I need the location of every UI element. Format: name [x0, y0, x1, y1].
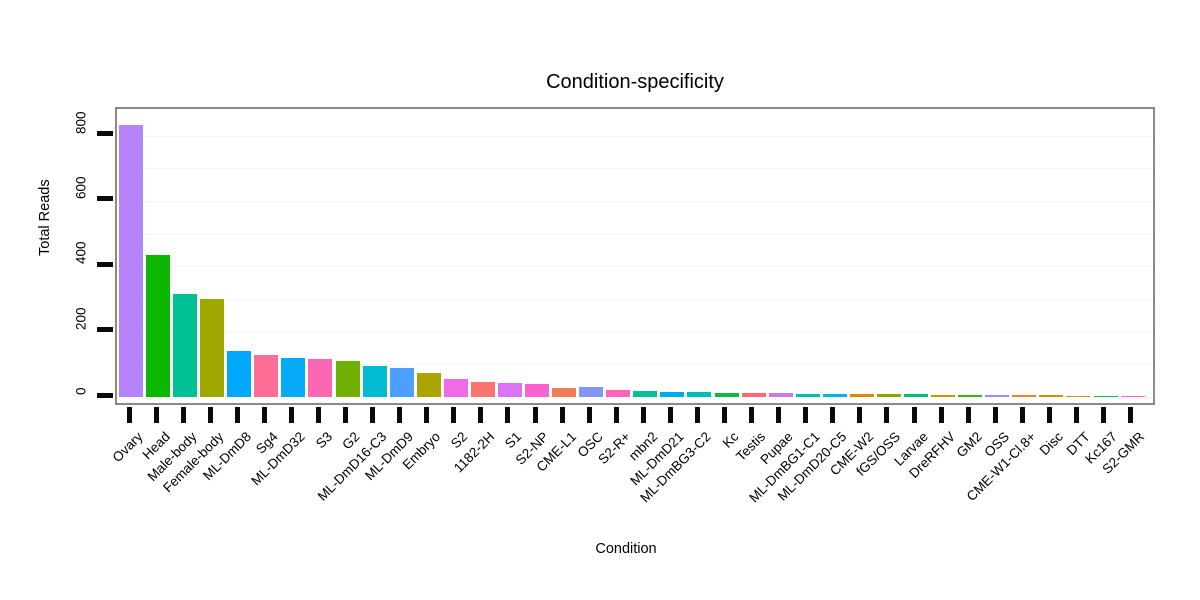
x-axis-tick [857, 407, 863, 423]
x-axis-tick [640, 407, 646, 423]
y-axis-tick [97, 392, 113, 398]
bar-larvae [904, 394, 929, 397]
x-axis-tick [370, 407, 376, 423]
x-tick-label: GM2 [953, 429, 985, 461]
bar-head [146, 254, 171, 397]
bar-oss [985, 395, 1010, 397]
x-axis-tick [234, 407, 240, 423]
x-axis-tick [424, 407, 430, 423]
y-axis-tick [97, 196, 113, 202]
x-axis-tick [478, 407, 484, 423]
x-axis-tick [803, 407, 809, 423]
x-axis-tick [938, 407, 944, 423]
bar-fgs-oss [876, 394, 901, 397]
gridline [117, 364, 1153, 366]
x-axis-tick [884, 407, 890, 423]
plot-panel [115, 107, 1155, 405]
bar-cme-w2 [849, 394, 874, 397]
x-axis-tick [992, 407, 998, 423]
x-axis-tick [1101, 407, 1107, 423]
x-axis-tick [451, 407, 457, 423]
bar-ovary [119, 124, 143, 397]
x-axis-tick [776, 407, 782, 423]
x-axis-tick [532, 407, 538, 423]
x-axis-tick [315, 407, 321, 423]
x-axis-tick [153, 407, 159, 423]
x-axis-tick [261, 407, 267, 423]
bar-drerfhv [931, 395, 956, 397]
bar-ml-dmbg1-c1 [795, 393, 820, 397]
x-axis-tick [397, 407, 403, 423]
bar-mbn2 [633, 391, 658, 397]
bar-sg4 [254, 354, 279, 397]
gridline [117, 200, 1153, 202]
bar-male-body [173, 294, 198, 397]
bar-s3 [308, 359, 333, 397]
bar-ml-dmbg3-c2 [687, 391, 712, 397]
bar-kc167 [1093, 395, 1118, 397]
x-tick-label: Ovary [109, 429, 146, 466]
bar-dtt [1066, 395, 1091, 397]
x-axis-tick [207, 407, 213, 423]
gridline [117, 135, 1153, 137]
x-axis-tick [830, 407, 836, 423]
bar-s2-r- [606, 390, 631, 397]
bar-s2-gmr [1120, 396, 1145, 397]
x-axis-tick [586, 407, 592, 423]
bar-1182-2h [470, 381, 495, 397]
bar-osc [579, 386, 604, 397]
x-tick-label: S3 [312, 429, 336, 452]
bar-ml-dmd32 [281, 357, 306, 397]
gridline [117, 266, 1153, 268]
x-axis-tick [1073, 407, 1079, 423]
gridline [117, 168, 1153, 170]
bar-s2 [443, 379, 468, 397]
bar-s2-np [525, 384, 550, 397]
bar-testis [741, 393, 766, 397]
y-axis-tick [97, 327, 113, 333]
x-axis-tick [180, 407, 186, 423]
bar-ml-dmd20-c5 [822, 394, 847, 397]
y-axis-tick [97, 261, 113, 267]
x-axis-tick [288, 407, 294, 423]
x-tick-label: Disc [1036, 429, 1066, 459]
x-axis-tick [505, 407, 511, 423]
x-axis-tick [559, 407, 565, 423]
bar-pupae [768, 393, 793, 397]
x-axis-tick [694, 407, 700, 423]
bar-g2 [335, 360, 360, 397]
bar-embryo [416, 373, 441, 397]
bar-ml-dmd21 [660, 391, 685, 397]
bar-ml-dmd8 [227, 351, 252, 397]
bar-s1 [497, 383, 522, 397]
x-axis-tick [126, 407, 132, 423]
bar-cme-l1 [552, 387, 577, 397]
x-axis-tick [911, 407, 917, 423]
y-axis-tick [97, 131, 113, 137]
x-axis-tick [1128, 407, 1134, 423]
x-axis-tick [613, 407, 619, 423]
bar-gm2 [958, 395, 983, 397]
x-axis-tick [667, 407, 673, 423]
x-axis-tick [1046, 407, 1052, 423]
x-axis-tick [965, 407, 971, 423]
chart-title: Condition-specificity [546, 71, 724, 93]
bar-disc [1039, 395, 1064, 397]
x-axis-title: Condition [595, 541, 657, 557]
x-axis-tick [1019, 407, 1025, 423]
x-axis-tick [343, 407, 349, 423]
bar-ml-dmd9 [389, 367, 414, 397]
gridline [117, 331, 1153, 333]
bar-female-body [200, 299, 225, 397]
bar-ml-dmd16-c3 [362, 366, 387, 397]
gridline [117, 298, 1153, 300]
gridline [117, 233, 1153, 235]
x-axis-tick [749, 407, 755, 423]
bar-cme-w1-cl-8- [1012, 395, 1037, 397]
x-axis-tick [722, 407, 728, 423]
bar-kc [714, 392, 739, 397]
